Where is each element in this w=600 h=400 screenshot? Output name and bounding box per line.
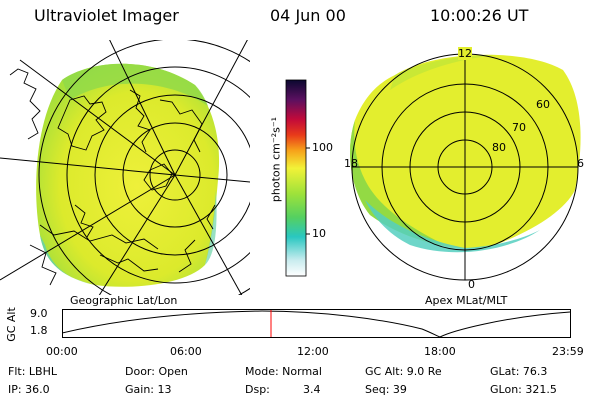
mlt-label-12: 12 [458, 47, 472, 60]
colorbar-unit-label: photon cm⁻²s⁻¹ [269, 116, 283, 203]
mlat-label-80: 80 [492, 141, 506, 154]
geographic-caption: Geographic Lat/Lon [70, 294, 178, 307]
mlt-label-18: 18 [344, 157, 358, 170]
dsp-value: 3.4 [303, 383, 321, 396]
timeline-ytick-min: 1.8 [30, 324, 48, 337]
timeline-xtick-2359: 23:59 [552, 345, 584, 358]
altitude-curve [62, 310, 571, 338]
observation-time: 10:00:26 UT [430, 6, 529, 25]
timeline-ytick-max: 9.0 [30, 307, 48, 320]
seq-info: Seq: 39 [365, 383, 407, 396]
ip-info: IP: 36.0 [8, 383, 50, 396]
observation-date: 04 Jun 00 [270, 6, 346, 25]
timeline-xtick-1200: 12:00 [297, 345, 329, 358]
colorbar [285, 79, 310, 277]
mlt-label-6: 6 [577, 157, 584, 170]
gc-alt-info: GC Alt: 9.0 Re [365, 365, 442, 378]
dsp-label: Dsp: [245, 383, 270, 396]
geographic-image [0, 40, 250, 295]
instrument-title: Ultraviolet Imager [34, 6, 179, 25]
geographic-graticule [0, 40, 250, 295]
gain-info: Gain: 13 [125, 383, 172, 396]
timeline-xtick-0000: 00:00 [46, 345, 78, 358]
magnetic-caption: Apex MLat/MLT [425, 294, 508, 307]
mlat-label-70: 70 [512, 121, 526, 134]
mlat-label-60: 60 [536, 98, 550, 111]
timeline-xtick-1800: 18:00 [424, 345, 456, 358]
magnetic-image [350, 53, 581, 281]
mlt-label-0: 0 [468, 278, 475, 291]
colorbar-gradient [285, 79, 307, 277]
door-info: Door: Open [125, 365, 188, 378]
glat-info: GLat: 76.3 [490, 365, 548, 378]
filter-info: Flt: LBHL [8, 365, 57, 378]
coastlines [9, 68, 216, 286]
altitude-timeline [62, 309, 571, 338]
mode-info: Mode: Normal [245, 365, 322, 378]
colorbar-tick-100: 100 [312, 141, 333, 154]
timeline-ylabel: GC Alt [4, 307, 18, 342]
glon-info: GLon: 321.5 [490, 383, 557, 396]
colorbar-tick-10: 10 [312, 227, 326, 240]
timeline-xtick-0600: 06:00 [170, 345, 202, 358]
